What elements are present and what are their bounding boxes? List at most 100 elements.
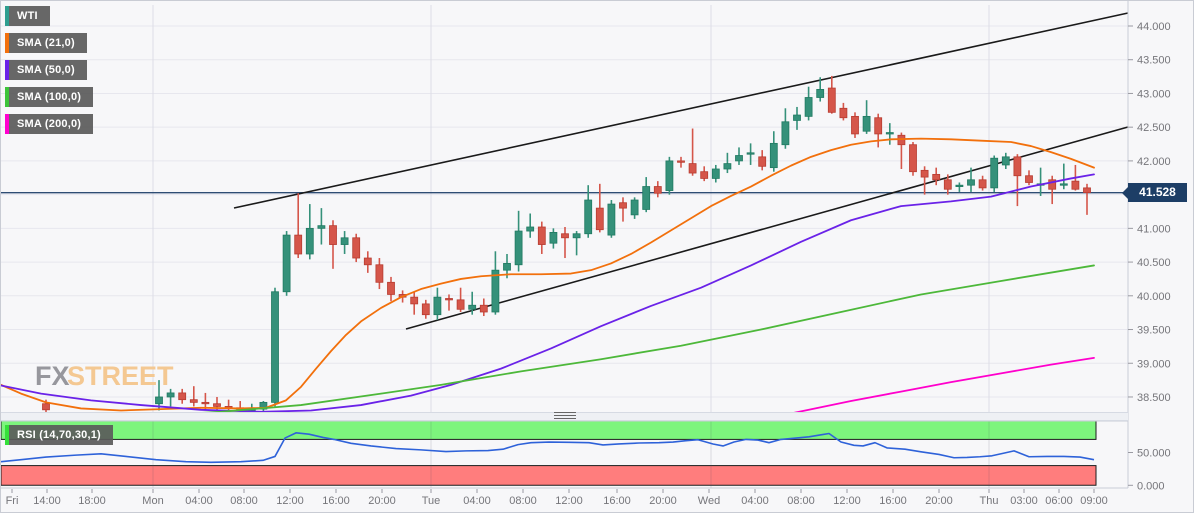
time-axis-label: 09:00: [1080, 495, 1108, 507]
candle: [375, 258, 384, 290]
candle: [619, 197, 627, 222]
candle-body: [1083, 187, 1091, 194]
legend-label: WTI: [17, 10, 38, 22]
candle: [178, 388, 187, 404]
legend-label: SMA (50,0): [17, 64, 75, 76]
candle: [700, 166, 709, 182]
candle-body: [549, 231, 558, 244]
candle-body: [468, 304, 477, 310]
candle: [851, 112, 859, 138]
candle-body: [769, 142, 778, 169]
candle: [166, 388, 175, 407]
candle: [932, 167, 941, 186]
candle: [572, 231, 581, 256]
rsi-overbought-band: [1, 420, 1097, 440]
candle: [804, 86, 813, 121]
candle-body: [967, 179, 975, 186]
last-price-badge: 41.528: [1122, 183, 1187, 202]
candle-body: [874, 117, 883, 135]
time-axis-label: 12:00: [276, 495, 304, 507]
price-axis[interactable]: 44.000 43.500 43.000 42.500 42.000 41.000 40.5…: [1128, 21, 1171, 492]
grid-layer: [1, 5, 1128, 412]
candle: [317, 208, 326, 245]
candle: [711, 164, 720, 183]
candle: [1048, 175, 1057, 205]
candle-body: [479, 304, 488, 313]
time-axis-label: 03:00: [1010, 495, 1038, 507]
time-axis-label: 16:00: [322, 495, 350, 507]
candle: [410, 291, 419, 315]
trendline[interactable]: [233, 12, 1129, 209]
rsi-line[interactable]: [1, 432, 1095, 464]
rsi-legend-label: RSI (14,70,30,1): [17, 429, 101, 441]
price-axis-label: 43.000: [1137, 88, 1171, 100]
candle-body: [839, 107, 848, 119]
candle: [885, 123, 894, 145]
candle: [526, 213, 535, 238]
time-axis-label: 16:00: [603, 495, 631, 507]
legend-label: SMA (21,0): [17, 37, 75, 49]
candle-body: [943, 179, 952, 190]
candle-body: [1013, 156, 1022, 177]
candle: [920, 166, 929, 195]
rsi-oversold-band: [1, 465, 1097, 486]
candle-body: [827, 87, 836, 113]
candle: [537, 221, 546, 254]
legend-item[interactable]: SMA (21,0): [5, 33, 87, 53]
candle-body: [595, 207, 604, 231]
candle: [967, 167, 975, 192]
candle-body: [271, 291, 279, 403]
price-axis-label: 40.500: [1137, 257, 1171, 269]
legend-item[interactable]: SMA (200,0): [5, 114, 94, 134]
candle: [909, 142, 917, 176]
time-axis-label: 20:00: [368, 495, 396, 507]
rsi-legend-item[interactable]: RSI (14,70,30,1): [5, 425, 113, 445]
candle-body: [1071, 180, 1080, 190]
candle-body: [1001, 156, 1010, 166]
time-axis-label: 14:00: [33, 495, 61, 507]
legend-item[interactable]: WTI: [5, 6, 50, 26]
candle-body: [816, 89, 825, 98]
time-axis-label: 12:00: [555, 495, 583, 507]
sma-200-0-line[interactable]: [788, 356, 1095, 415]
legend-label: SMA (100,0): [17, 91, 82, 103]
time-axis[interactable]: Fri 14:00 18:00 Mon 04:00 08:00 12:00 16:00 20:0…: [6, 489, 1108, 507]
price-axis-label: 39.500: [1137, 325, 1171, 337]
candle-body: [305, 227, 314, 255]
candles-layer: [42, 75, 1091, 413]
candle-body: [387, 281, 395, 295]
candle: [862, 100, 871, 134]
rsi-pane: [1, 420, 1128, 488]
candle: [943, 174, 952, 195]
sma-50-0-line[interactable]: [1, 173, 1095, 413]
candle-body: [514, 230, 523, 266]
sma-100-0-line[interactable]: [150, 264, 1095, 417]
candle-body: [955, 184, 964, 187]
candle-body: [607, 203, 616, 236]
legend-accent-bar: [5, 6, 9, 26]
candle-body: [920, 169, 929, 178]
candle: [781, 108, 790, 149]
price-axis-label: 42.500: [1137, 122, 1171, 134]
time-axis-label: Tue: [422, 495, 441, 507]
legend-accent-bar: [5, 60, 9, 80]
candle: [769, 131, 778, 172]
price-axis-label: 41.000: [1137, 223, 1171, 235]
candle: [723, 152, 732, 174]
time-axis-label: 16:00: [879, 495, 907, 507]
candle-body: [363, 257, 372, 266]
legend-item[interactable]: SMA (100,0): [5, 87, 94, 107]
legend-accent-bar: [5, 87, 9, 107]
time-axis-label: 04:00: [185, 495, 213, 507]
pane-resize-handle[interactable]: [554, 412, 576, 421]
candle-body: [804, 97, 813, 117]
candle-body: [677, 160, 685, 163]
indicator-legend: WTI SMA (21,0) SMA (50,0) SMA (100,0) SMA (2…: [5, 6, 94, 141]
legend-label: SMA (200,0): [17, 118, 82, 130]
candle: [955, 182, 964, 192]
legend-item[interactable]: SMA (50,0): [5, 60, 87, 80]
candle: [665, 156, 674, 195]
candle: [363, 251, 372, 273]
